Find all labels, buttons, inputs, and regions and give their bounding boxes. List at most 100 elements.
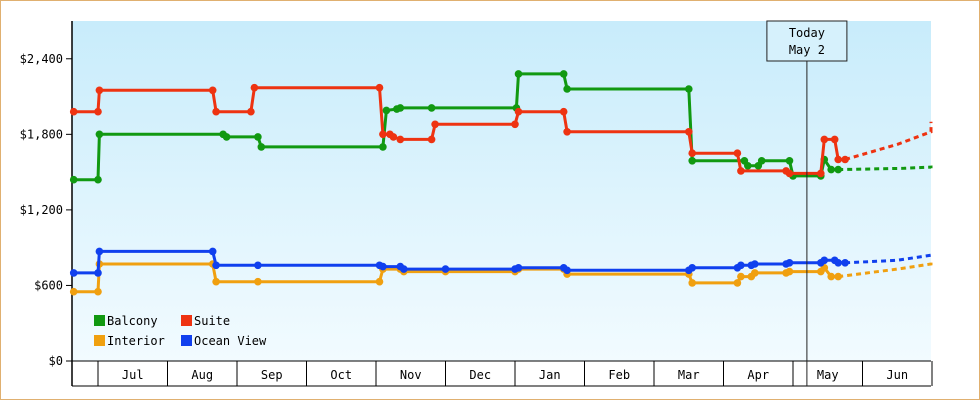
- data-point: [94, 287, 102, 296]
- series-group: [69, 70, 933, 296]
- data-point: [69, 107, 78, 116]
- data-point: [785, 169, 794, 178]
- y-tick-label: $2,400: [20, 52, 63, 66]
- data-point: [514, 70, 523, 78]
- data-point: [208, 86, 217, 95]
- data-point: [785, 157, 794, 165]
- data-point: [785, 259, 794, 267]
- legend-swatch: [181, 315, 192, 326]
- data-point: [375, 277, 384, 286]
- data-point: [827, 165, 835, 174]
- legend-swatch: [181, 335, 192, 346]
- series-ocean-view: [69, 247, 933, 277]
- data-point: [737, 167, 745, 175]
- data-point: [820, 256, 829, 265]
- data-point: [382, 106, 391, 115]
- x-tick-label: Jan: [539, 368, 561, 382]
- y-tick-label: $600: [34, 278, 63, 292]
- x-tick-label: Nov: [400, 368, 422, 382]
- data-point: [69, 175, 78, 184]
- data-point: [69, 287, 78, 296]
- data-point: [785, 267, 794, 276]
- data-point: [841, 259, 849, 267]
- data-point: [733, 149, 742, 157]
- data-point: [389, 133, 398, 141]
- x-axis: Jul Aug Sep Oct Nov Dec Jan Feb Mar Apr May Jun: [72, 360, 933, 387]
- data-point: [379, 262, 387, 271]
- data-point: [688, 149, 696, 157]
- legend-swatch: [94, 335, 105, 346]
- x-tick-label: Jun: [886, 368, 908, 382]
- y-axis: $0 $600 $1,200 $1,800 $2,400: [20, 21, 73, 386]
- data-point: [757, 157, 766, 165]
- data-point: [834, 155, 842, 164]
- data-point: [685, 128, 693, 136]
- data-point: [827, 272, 835, 281]
- series-suite: [69, 83, 933, 178]
- data-point: [427, 104, 436, 112]
- series-projection: [838, 261, 933, 279]
- data-point: [514, 107, 523, 116]
- data-point: [94, 269, 102, 277]
- data-point: [257, 143, 266, 151]
- today-box: [766, 20, 848, 62]
- x-tick-label: Dec: [469, 368, 491, 382]
- x-tick-label: Apr: [747, 368, 769, 382]
- data-point: [563, 266, 571, 275]
- legend-item: Ocean View: [181, 334, 267, 348]
- data-point: [254, 277, 262, 286]
- data-point: [379, 143, 387, 151]
- data-point: [95, 247, 104, 256]
- legend-label: Ocean View: [194, 334, 267, 348]
- data-point: [688, 157, 696, 165]
- series-projection: [838, 165, 933, 172]
- data-point: [94, 107, 102, 116]
- data-point: [733, 279, 742, 287]
- x-tick-label: Sep: [261, 368, 283, 382]
- data-point: [250, 83, 259, 92]
- legend-item: Balcony: [94, 314, 158, 328]
- x-tick-label: Aug: [191, 368, 213, 382]
- x-tick-label: May: [817, 368, 839, 382]
- data-point: [688, 264, 696, 272]
- data-point: [375, 83, 384, 92]
- data-point: [441, 265, 450, 273]
- data-point: [841, 155, 849, 164]
- today-date: May 2: [789, 43, 825, 57]
- x-tick-label: Oct: [330, 368, 352, 382]
- data-point: [427, 135, 436, 144]
- data-point: [212, 277, 220, 286]
- series-balcony: [69, 70, 933, 184]
- data-point: [212, 107, 220, 116]
- data-point: [379, 130, 387, 139]
- plot-background: [72, 21, 931, 361]
- data-point: [737, 272, 745, 281]
- x-tick-label: Mar: [678, 368, 700, 382]
- data-point: [817, 169, 825, 178]
- legend-item: Suite: [181, 314, 230, 328]
- legend-label: Balcony: [107, 314, 158, 328]
- data-point: [737, 261, 745, 270]
- data-point: [820, 135, 829, 144]
- data-point: [834, 165, 842, 174]
- data-point: [396, 135, 405, 144]
- data-point: [511, 120, 519, 129]
- x-tick-label: Feb: [608, 368, 630, 382]
- data-point: [222, 133, 231, 141]
- data-point: [95, 130, 104, 139]
- today-marker: Today May 2: [766, 20, 848, 386]
- data-point: [834, 259, 842, 267]
- legend-label: Suite: [194, 314, 230, 328]
- y-tick-label: $1,800: [20, 127, 63, 141]
- data-point: [212, 261, 220, 270]
- data-point: [563, 128, 571, 136]
- data-point: [254, 261, 262, 270]
- legend-item: Interior: [94, 334, 165, 348]
- series-projection: [844, 121, 933, 161]
- y-tick-label: $0: [49, 354, 63, 368]
- data-point: [751, 269, 759, 277]
- legend-label: Interior: [107, 334, 165, 348]
- data-point: [247, 107, 255, 116]
